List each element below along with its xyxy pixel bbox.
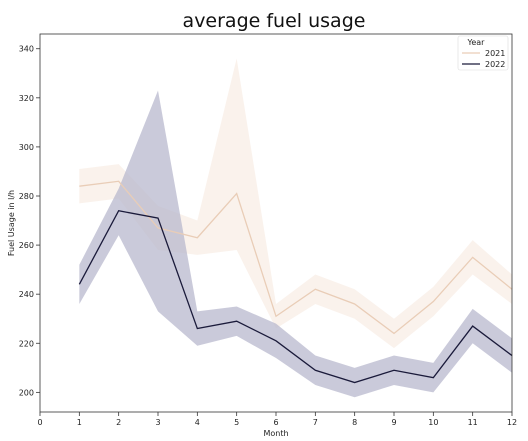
- x-tick-label: 11: [468, 418, 478, 427]
- x-tick-label: 8: [352, 418, 357, 427]
- legend-label-2022: 2022: [485, 60, 505, 69]
- x-tick-label: 6: [273, 418, 278, 427]
- y-tick-label: 200: [19, 388, 34, 397]
- y-tick-label: 320: [19, 94, 34, 103]
- series-line-2021: [79, 180, 513, 335]
- y-tick-label: 260: [19, 241, 34, 250]
- y-axis-label: Fuel Usage in l/h: [7, 190, 16, 256]
- x-tick-label: 4: [195, 418, 200, 427]
- plot-area: [78, 58, 513, 398]
- x-tick-label: 12: [507, 418, 517, 427]
- x-tick-label: 9: [391, 418, 396, 427]
- legend-box: [457, 35, 509, 71]
- x-tick-label: 10: [428, 418, 438, 427]
- y-tick-label: 300: [19, 143, 34, 152]
- y-tick-label: 280: [19, 192, 34, 201]
- y-tick-label: 240: [19, 290, 34, 299]
- x-axis-label: Month: [263, 429, 288, 438]
- y-tick-label: 340: [19, 45, 34, 54]
- x-tick-label: 7: [313, 418, 318, 427]
- legend-title: Year: [467, 38, 486, 47]
- confidence-band-2022: [79, 90, 512, 398]
- legend: Year 2021 2022: [457, 35, 509, 71]
- x-tick-label: 5: [234, 418, 239, 427]
- legend-label-2021: 2021: [485, 49, 505, 58]
- confidence-band-2021: [79, 58, 512, 349]
- x-tick-label: 0: [37, 418, 42, 427]
- x-tick-label: 3: [155, 418, 160, 427]
- chart-title: average fuel usage: [183, 10, 366, 32]
- x-tick-label: 1: [77, 418, 82, 427]
- x-tick-label: 2: [116, 418, 121, 427]
- series-line-2022: [78, 210, 513, 384]
- y-tick-label: 220: [19, 339, 34, 348]
